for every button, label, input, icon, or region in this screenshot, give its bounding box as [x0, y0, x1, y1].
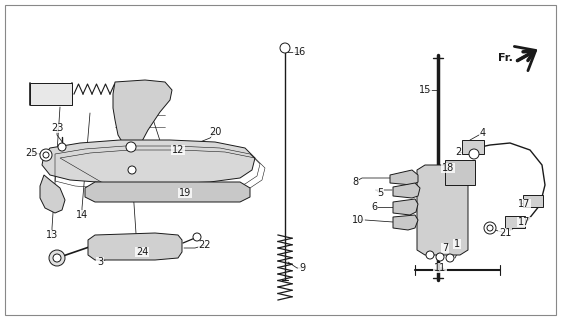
Text: 19: 19 [179, 188, 191, 198]
Text: 24: 24 [136, 247, 148, 257]
FancyArrowPatch shape [514, 46, 536, 71]
Text: 1: 1 [454, 239, 460, 249]
Text: Fr.: Fr. [498, 53, 513, 63]
Text: 25: 25 [26, 148, 38, 158]
Polygon shape [88, 233, 182, 260]
Polygon shape [393, 215, 418, 230]
Text: 12: 12 [172, 145, 184, 155]
Polygon shape [42, 140, 255, 184]
Polygon shape [393, 183, 420, 198]
Text: 22: 22 [199, 240, 211, 250]
Text: 17: 17 [518, 217, 530, 227]
Polygon shape [390, 170, 418, 185]
Polygon shape [113, 80, 172, 148]
Text: 17: 17 [518, 199, 530, 209]
Polygon shape [393, 199, 418, 215]
Text: 10: 10 [352, 215, 364, 225]
Text: 7: 7 [442, 243, 448, 253]
Circle shape [426, 251, 434, 259]
Text: 9: 9 [299, 263, 305, 273]
Circle shape [128, 166, 136, 174]
Circle shape [193, 233, 201, 241]
Bar [523, 195, 543, 207]
Text: 15: 15 [419, 85, 431, 95]
Circle shape [436, 253, 444, 261]
Bar [505, 216, 525, 228]
Text: 16: 16 [294, 47, 306, 57]
Text: 3: 3 [97, 257, 103, 267]
Text: 2: 2 [455, 147, 461, 157]
Circle shape [58, 143, 66, 151]
Circle shape [446, 254, 454, 262]
Circle shape [49, 250, 65, 266]
Bar [462, 140, 484, 154]
Polygon shape [417, 165, 468, 255]
Circle shape [280, 43, 290, 53]
Text: 21: 21 [499, 228, 511, 238]
Text: 5: 5 [377, 188, 383, 198]
Text: 23: 23 [51, 123, 63, 133]
Text: 8: 8 [352, 177, 358, 187]
Text: 14: 14 [76, 210, 88, 220]
Polygon shape [85, 182, 250, 202]
Circle shape [53, 254, 61, 262]
Text: 18: 18 [442, 163, 454, 173]
Text: 13: 13 [46, 230, 58, 240]
Circle shape [487, 225, 493, 231]
Circle shape [43, 152, 49, 158]
Bar [445, 160, 475, 185]
Text: 4: 4 [480, 128, 486, 138]
Circle shape [40, 149, 52, 161]
Polygon shape [30, 83, 72, 105]
Circle shape [484, 222, 496, 234]
Circle shape [469, 149, 479, 159]
Circle shape [126, 142, 136, 152]
Text: 20: 20 [209, 127, 221, 137]
Text: 11: 11 [434, 263, 446, 273]
Text: 6: 6 [371, 202, 377, 212]
Polygon shape [40, 175, 65, 213]
